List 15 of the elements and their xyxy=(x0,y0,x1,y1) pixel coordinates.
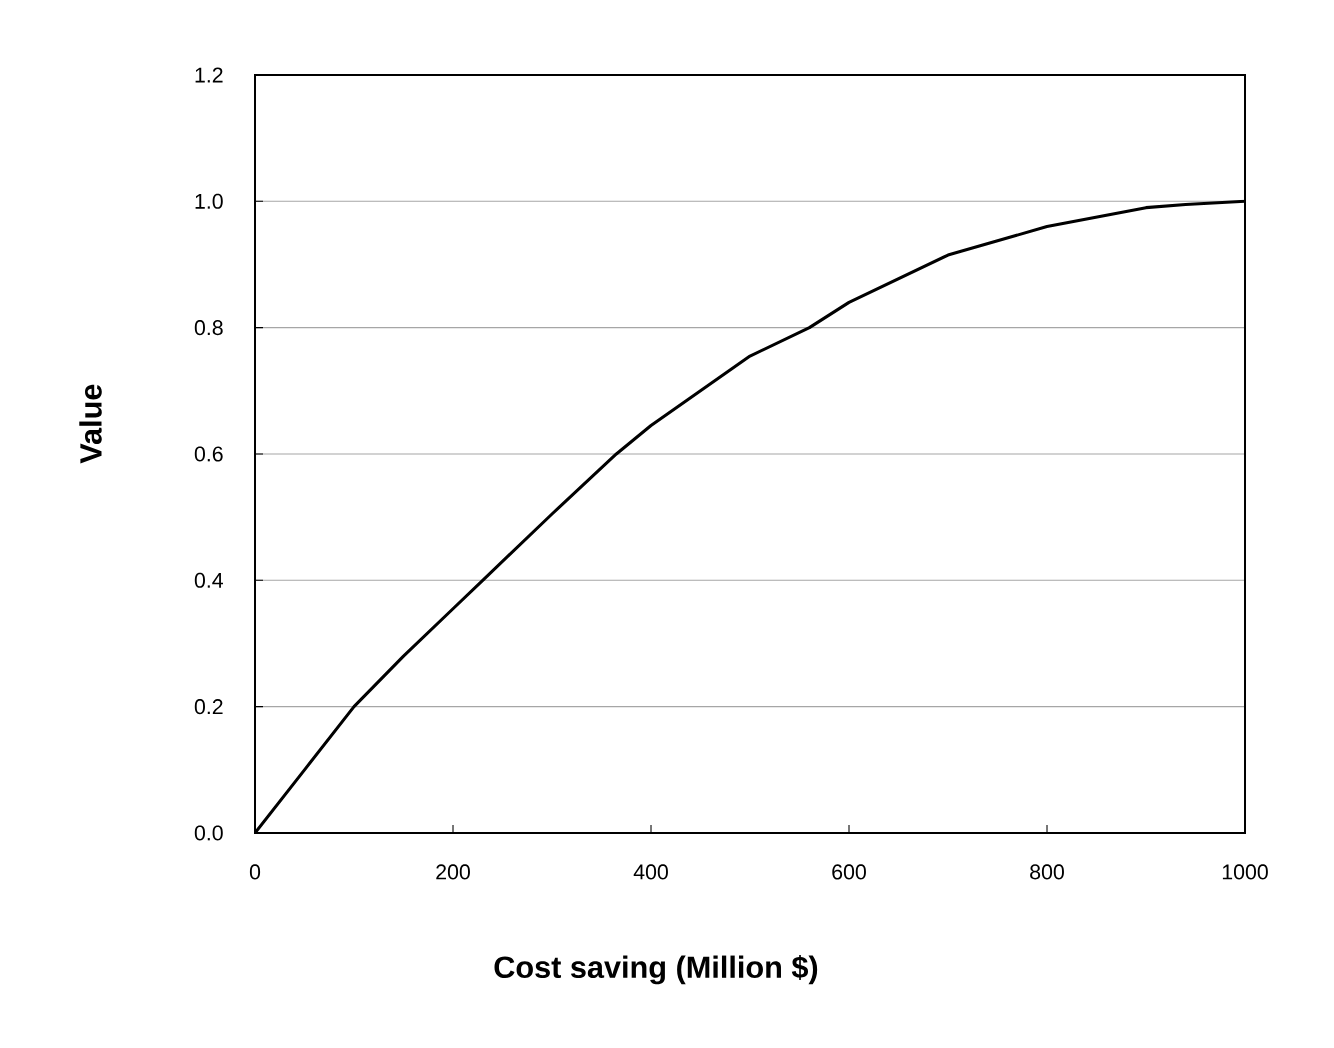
y-tick-label: 0.0 xyxy=(194,825,223,841)
x-tick-label: 0 xyxy=(249,864,261,880)
y-tick-label: 0.6 xyxy=(194,446,223,462)
y-tick-label: 1.0 xyxy=(195,193,223,209)
y-tick-label: 0.8 xyxy=(194,320,223,336)
y-axis-title: Value xyxy=(79,384,102,464)
x-tick-label: 400 xyxy=(633,864,668,880)
y-tick-label: 1.2 xyxy=(195,67,223,83)
x-tick-label: 200 xyxy=(436,864,470,880)
y-tick-label: 0.2 xyxy=(194,699,223,715)
x-tick-label: 800 xyxy=(1030,864,1064,880)
x-axis-title: Cost saving (Million $) xyxy=(494,955,818,985)
x-tick-label: 1000 xyxy=(1222,864,1268,880)
x-tick-label: 600 xyxy=(832,864,866,880)
y-tick-label: 0.4 xyxy=(194,572,223,588)
